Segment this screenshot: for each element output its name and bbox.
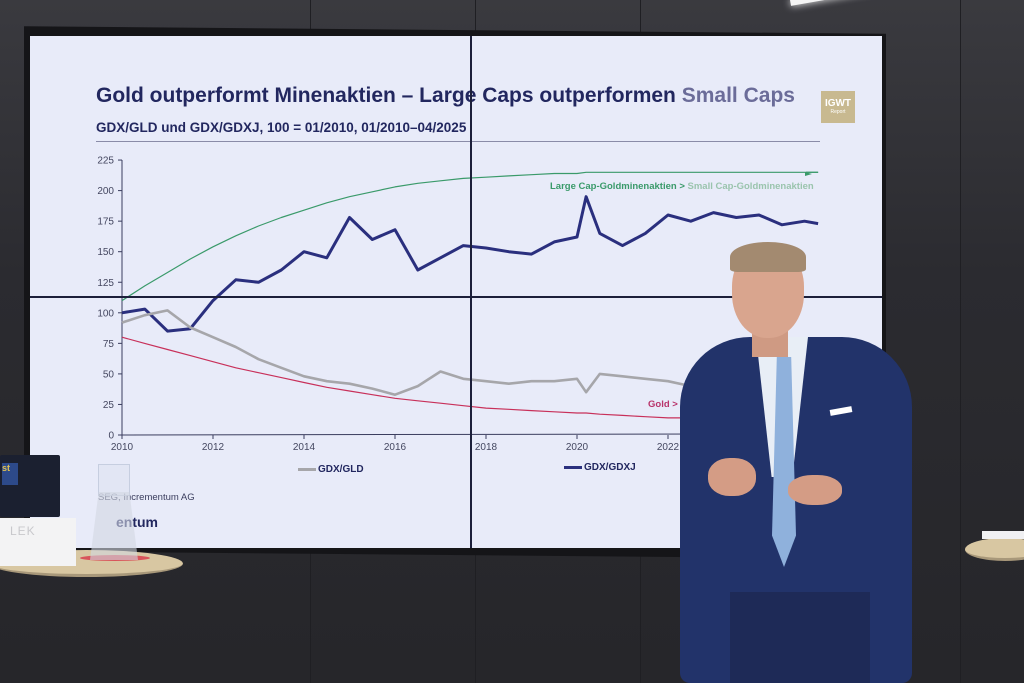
annotation-gold: Gold > Lar	[648, 399, 696, 410]
presenter-hand-right	[788, 475, 842, 505]
annotation-small-cap-text: Small Cap-Goldminenaktien	[687, 181, 814, 192]
title-muted-text: Small Caps	[681, 84, 795, 107]
y-tick-label: 200	[97, 186, 114, 197]
x-tick-label: 2016	[384, 442, 407, 453]
presenter-hand-left	[708, 458, 756, 496]
x-tick-label: 2022	[657, 442, 680, 453]
display-seam-horizontal	[30, 296, 882, 298]
presenter-trousers	[730, 592, 870, 683]
slide-title: Gold outperformt Minenaktien – Large Cap…	[96, 84, 795, 108]
legend-label-gdx-gdxj: GDX/GDXJ	[584, 462, 636, 473]
nameplate-text: LEK	[10, 524, 36, 538]
presenter-hair	[730, 242, 806, 272]
igwt-report-logo: IGWT Report	[821, 91, 855, 123]
source-note: SEG, Incrementum AG	[98, 492, 195, 503]
presenter	[672, 242, 922, 683]
legend-gdx-gdxj: GDX/GDXJ	[564, 462, 636, 473]
y-tick-label: 175	[97, 217, 114, 228]
chart-series	[121, 171, 819, 419]
annotation-large-cap-text: Large Cap-Goldminenaktien >	[550, 181, 688, 192]
nameplate: LEK	[0, 518, 76, 566]
laptop: st	[0, 455, 60, 517]
x-tick-label: 2012	[202, 442, 225, 453]
x-axis	[121, 433, 711, 436]
series-gdx-gdxj	[121, 195, 819, 333]
water-carafe	[90, 464, 138, 560]
legend-label-gdx-gld: GDX/GLD	[318, 464, 364, 475]
papers-stack	[982, 531, 1024, 539]
title-main-text: Gold outperformt Minenaktien – Large Cap…	[96, 84, 682, 107]
y-tick-label: 0	[108, 431, 114, 442]
y-tick-label: 75	[103, 339, 115, 350]
presenter-tie	[772, 357, 796, 567]
series-gdx-gld	[121, 309, 714, 396]
annotation-large-cap: Large Cap-Goldminenaktien > Small Cap-Go…	[550, 181, 814, 192]
slide-subtitle: GDX/GLD und GDX/GDXJ, 100 = 01/2010, 01/…	[96, 120, 467, 135]
y-tick-label: 50	[103, 369, 115, 380]
y-tick-label: 100	[97, 308, 114, 319]
x-ticks: 2010 2012 2014 2016 2018 2020 2022	[111, 435, 680, 453]
legend-gdx-gld: GDX/GLD	[298, 464, 364, 475]
trend-arrowhead-icon	[805, 172, 812, 176]
legend-swatch-gdx-gdxj	[564, 465, 582, 469]
carafe-neck	[98, 464, 130, 496]
x-tick-label: 2014	[293, 442, 316, 453]
title-divider	[96, 141, 820, 142]
x-tick-label: 2018	[475, 442, 498, 453]
wall-panel-divider	[960, 0, 961, 683]
trend-line-gold	[121, 336, 714, 419]
logo-line1: IGWT	[824, 98, 852, 109]
side-table-right	[965, 538, 1024, 561]
x-tick-label: 2020	[566, 442, 589, 453]
laptop-sticker: st	[2, 463, 18, 485]
trend-line-large-cap	[121, 171, 819, 302]
y-tick-label: 150	[97, 247, 114, 258]
y-ticks: 0 25 50 75 100 125 150 175 200 225	[97, 156, 122, 442]
carafe-body	[90, 492, 138, 560]
y-tick-label: 225	[97, 156, 114, 167]
display-seam-vertical	[470, 36, 472, 548]
legend-swatch-gdx-gld	[298, 467, 316, 471]
y-tick-label: 25	[103, 400, 115, 411]
logo-line2: Report	[830, 109, 846, 115]
y-tick-label: 125	[97, 278, 114, 289]
x-tick-label: 2010	[111, 442, 134, 453]
